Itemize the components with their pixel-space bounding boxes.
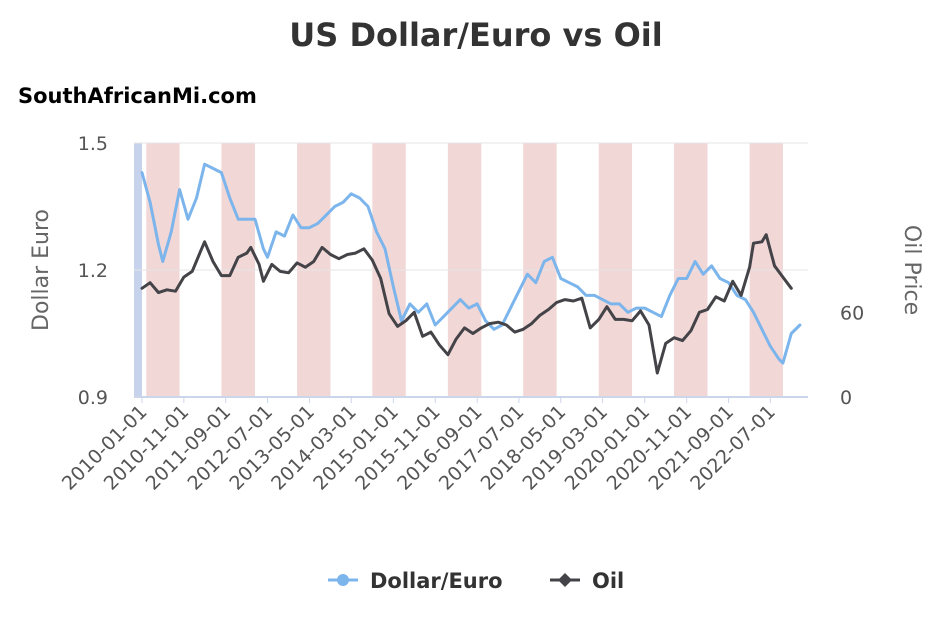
y-tick-label: 1.2 (78, 260, 108, 282)
y2-tick-label: 60 (840, 302, 864, 324)
legend-marker-diamond (558, 573, 572, 587)
x-tick-labels: 2010-01-012010-11-012011-09-012012-07-01… (58, 397, 780, 495)
chart-title: US Dollar/Euro vs Oil (289, 16, 662, 54)
series-line-1 (140, 233, 793, 375)
legend: Dollar/Euro Oil (328, 569, 624, 593)
legend-label[interactable]: Dollar/Euro (370, 569, 503, 593)
y-tick-label: 1.5 (78, 133, 108, 155)
y-axis-title: Dollar Euro (29, 209, 54, 331)
series-line-0 (140, 162, 802, 365)
y-tick-label: 0.9 (78, 387, 108, 409)
legend-label[interactable]: Oil (592, 569, 624, 593)
y2-tick-label: 0 (840, 387, 852, 409)
y-tick-labels: 0.9 1.2 1.5 (78, 133, 108, 409)
chart-subtitle: SouthAfricanMi.com (18, 84, 257, 108)
legend-marker-circle (337, 574, 349, 586)
y2-tick-labels: 0 60 (840, 302, 864, 409)
series-lines (140, 162, 802, 375)
y2-axis-title: Oil Price (899, 225, 924, 315)
